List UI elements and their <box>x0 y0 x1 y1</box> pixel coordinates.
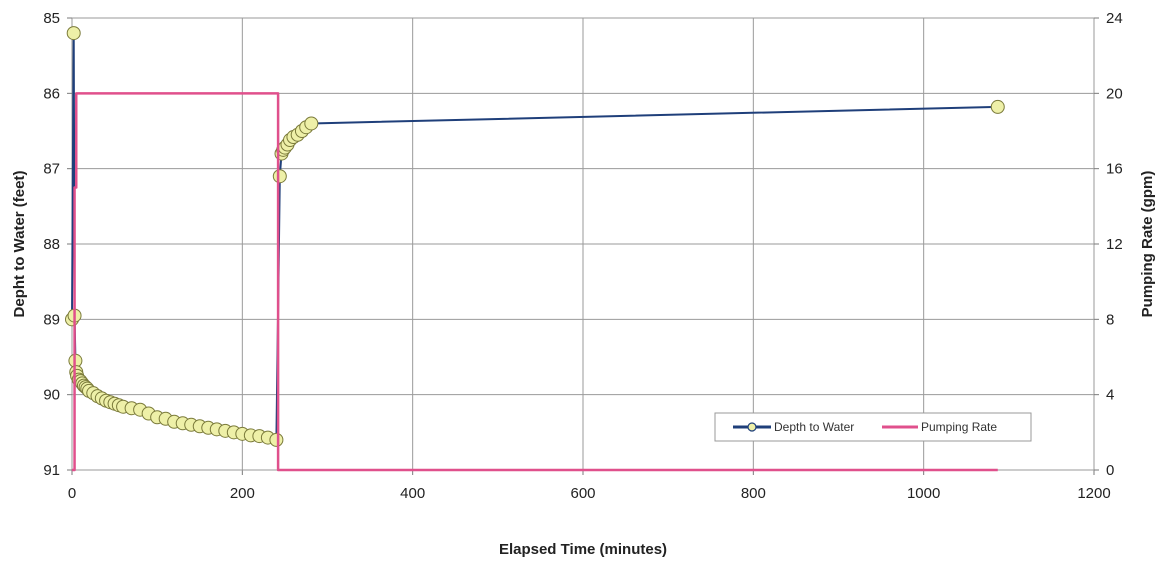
series-layer <box>65 26 1005 472</box>
x-tick-label: 200 <box>230 485 255 502</box>
y-left-tick-label: 90 <box>43 387 60 404</box>
legend-label-pumping: Pumping Rate <box>921 420 997 434</box>
legend: Depth to Water Pumping Rate <box>714 412 1032 442</box>
y-right-tick-label: 24 <box>1106 10 1123 27</box>
y-left-tick-label: 86 <box>43 85 60 102</box>
y-right-tick-label: 12 <box>1106 236 1123 253</box>
x-tick-label: 1000 <box>907 485 940 502</box>
depth-to-water-point <box>272 169 287 184</box>
gridlines <box>67 17 1099 475</box>
x-tick-label: 400 <box>400 485 425 502</box>
y-left-tick-label: 88 <box>43 236 60 253</box>
y-right-tick-label: 4 <box>1106 387 1114 404</box>
x-axis-title: Elapsed Time (minutes) <box>499 541 667 558</box>
x-tick-label: 600 <box>570 485 595 502</box>
y-right-tick-label: 16 <box>1106 161 1123 178</box>
y-left-tick-label: 91 <box>43 462 60 479</box>
pumping-rate-line <box>72 92 998 472</box>
depth-to-water-point <box>66 26 81 41</box>
y-right-tick-label: 8 <box>1106 311 1114 328</box>
depth-to-water-point <box>269 432 284 447</box>
depth-to-water-point <box>304 116 319 131</box>
tick-labels: 0 200 400 600 800 1000 1200 85 86 87 88 89 90 91 0 4 8 12… <box>43 10 1122 502</box>
y-right-tick-label: 0 <box>1106 462 1114 479</box>
y-right-axis-title: Pumping Rate (gpm) <box>1139 171 1156 318</box>
x-tick-label: 0 <box>68 485 76 502</box>
legend-label-depth: Depth to Water <box>774 420 854 434</box>
y-left-tick-label: 85 <box>43 10 60 27</box>
y-left-tick-label: 89 <box>43 311 60 328</box>
x-tick-label: 800 <box>741 485 766 502</box>
x-tick-label: 1200 <box>1077 485 1110 502</box>
y-left-axis-title: Depht to Water (feet) <box>11 171 28 318</box>
legend-swatch-depth-marker <box>747 422 757 432</box>
depth-to-water-point <box>990 99 1005 114</box>
y-right-tick-label: 20 <box>1106 85 1123 102</box>
y-left-tick-label: 87 <box>43 161 60 178</box>
